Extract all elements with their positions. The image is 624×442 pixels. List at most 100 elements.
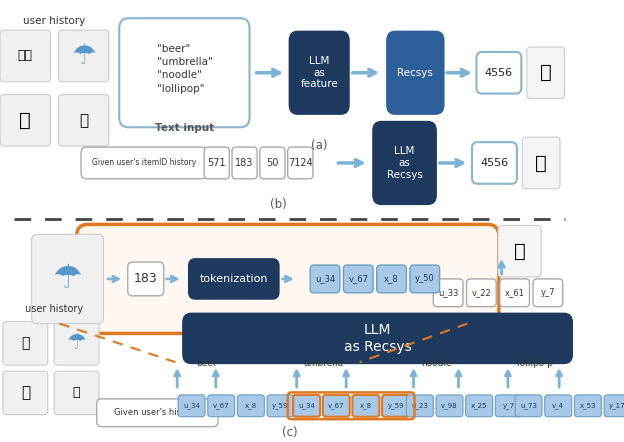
Text: (b): (b) — [270, 198, 287, 211]
Text: (c): (c) — [281, 426, 298, 439]
Text: Given user's history:: Given user's history: — [114, 408, 200, 417]
Text: 183: 183 — [235, 158, 254, 168]
FancyBboxPatch shape — [495, 395, 522, 417]
Text: v_98: v_98 — [441, 402, 458, 409]
Text: lollipo p: lollipo p — [517, 358, 553, 368]
FancyBboxPatch shape — [310, 265, 340, 293]
Text: x_61: x_61 — [505, 288, 525, 297]
FancyBboxPatch shape — [377, 265, 406, 293]
Text: 183: 183 — [134, 272, 158, 286]
Text: ☂: ☂ — [67, 333, 87, 353]
FancyBboxPatch shape — [289, 30, 349, 115]
Text: umbrella: umbrella — [304, 358, 344, 368]
Text: y_59: y_59 — [272, 402, 289, 409]
FancyBboxPatch shape — [467, 279, 496, 307]
Text: 🍜: 🍜 — [19, 111, 31, 130]
Text: x_8: x_8 — [384, 274, 399, 283]
FancyBboxPatch shape — [433, 279, 463, 307]
FancyBboxPatch shape — [436, 395, 463, 417]
Text: v_67: v_67 — [348, 274, 368, 283]
FancyBboxPatch shape — [128, 262, 163, 296]
Text: user history: user history — [25, 304, 83, 314]
Text: v_67: v_67 — [213, 402, 230, 409]
Text: 7124: 7124 — [288, 158, 313, 168]
Text: 🧻: 🧻 — [514, 242, 525, 261]
FancyBboxPatch shape — [293, 395, 320, 417]
Text: ☂: ☂ — [71, 42, 96, 70]
FancyBboxPatch shape — [232, 147, 257, 179]
Text: beer: beer — [197, 358, 217, 368]
FancyBboxPatch shape — [545, 395, 572, 417]
FancyBboxPatch shape — [353, 395, 379, 417]
Text: tokenization: tokenization — [200, 274, 268, 284]
Text: 🧻: 🧻 — [540, 63, 552, 82]
Text: 50: 50 — [266, 158, 279, 168]
Text: y_7: y_7 — [540, 288, 555, 297]
Text: v_22: v_22 — [472, 288, 491, 297]
Text: y_59: y_59 — [388, 402, 404, 409]
FancyBboxPatch shape — [97, 399, 218, 427]
FancyBboxPatch shape — [386, 30, 444, 115]
Text: y_50: y_50 — [415, 274, 435, 283]
FancyBboxPatch shape — [54, 371, 99, 415]
Text: noodle: noodle — [422, 358, 452, 368]
FancyBboxPatch shape — [182, 312, 573, 364]
Text: y_17: y_17 — [609, 402, 624, 409]
FancyBboxPatch shape — [178, 395, 205, 417]
FancyBboxPatch shape — [81, 147, 207, 179]
Text: u_34: u_34 — [298, 402, 315, 409]
FancyBboxPatch shape — [382, 395, 409, 417]
Text: u_73: u_73 — [520, 402, 537, 409]
FancyBboxPatch shape — [3, 371, 48, 415]
Text: LLM
as
feature: LLM as feature — [300, 56, 338, 89]
FancyBboxPatch shape — [498, 225, 541, 277]
Text: (a): (a) — [311, 139, 328, 152]
Text: 571: 571 — [207, 158, 226, 168]
FancyBboxPatch shape — [323, 395, 349, 417]
FancyBboxPatch shape — [604, 395, 624, 417]
FancyBboxPatch shape — [208, 395, 235, 417]
FancyBboxPatch shape — [477, 52, 522, 94]
FancyBboxPatch shape — [288, 147, 313, 179]
FancyBboxPatch shape — [527, 47, 565, 99]
FancyBboxPatch shape — [59, 95, 109, 146]
FancyBboxPatch shape — [515, 395, 542, 417]
FancyBboxPatch shape — [3, 321, 48, 365]
FancyBboxPatch shape — [267, 395, 294, 417]
FancyBboxPatch shape — [406, 395, 433, 417]
FancyBboxPatch shape — [0, 95, 51, 146]
FancyBboxPatch shape — [32, 234, 104, 324]
Text: x_53: x_53 — [580, 402, 596, 409]
Text: 🍬: 🍬 — [73, 386, 80, 400]
Text: v_4: v_4 — [552, 402, 564, 409]
Text: Text input: Text input — [155, 123, 214, 133]
FancyBboxPatch shape — [59, 30, 109, 82]
Text: 🍜: 🍜 — [21, 385, 30, 400]
Text: x_25: x_25 — [471, 402, 487, 409]
FancyBboxPatch shape — [343, 265, 373, 293]
Text: u_23: u_23 — [411, 402, 428, 409]
FancyBboxPatch shape — [533, 279, 563, 307]
Text: 🍺🍻: 🍺🍻 — [18, 50, 33, 62]
Text: u_33: u_33 — [438, 288, 459, 297]
FancyBboxPatch shape — [260, 147, 285, 179]
FancyBboxPatch shape — [472, 142, 517, 184]
FancyBboxPatch shape — [54, 321, 99, 365]
Text: x_8: x_8 — [360, 402, 372, 409]
FancyBboxPatch shape — [204, 147, 229, 179]
Text: ☂: ☂ — [52, 263, 82, 295]
Text: u_34: u_34 — [183, 402, 200, 409]
Text: LLM
as
Recsys: LLM as Recsys — [387, 146, 422, 179]
Text: user history: user history — [23, 16, 85, 26]
Text: Given user's itemID history: Given user's itemID history — [92, 158, 196, 168]
Text: v_67: v_67 — [328, 402, 344, 409]
FancyBboxPatch shape — [575, 395, 602, 417]
FancyBboxPatch shape — [237, 395, 265, 417]
Text: x_8: x_8 — [245, 402, 257, 409]
FancyBboxPatch shape — [522, 137, 560, 189]
FancyBboxPatch shape — [0, 30, 51, 82]
FancyBboxPatch shape — [500, 279, 530, 307]
Text: u_34: u_34 — [315, 274, 335, 283]
Text: 🧻: 🧻 — [535, 153, 547, 172]
Text: 🍬: 🍬 — [79, 113, 88, 128]
